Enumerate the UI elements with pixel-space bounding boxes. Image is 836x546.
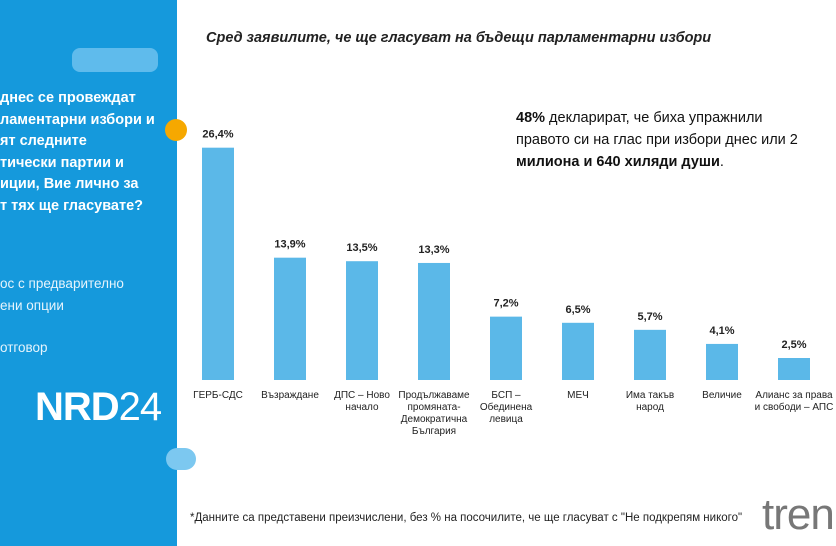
value-label: 2,5% xyxy=(781,339,806,351)
bar xyxy=(418,262,450,380)
bar xyxy=(778,358,810,380)
orange-dot xyxy=(165,119,187,141)
bar xyxy=(346,261,378,380)
survey-method: ос с предварително ени опции xyxy=(0,276,124,313)
value-label: 4,1% xyxy=(709,325,734,337)
bar xyxy=(634,329,666,380)
category-label: Величие xyxy=(702,390,742,401)
decorative-pill xyxy=(166,448,196,470)
bar xyxy=(490,316,522,380)
category-label: МЕЧ xyxy=(567,390,589,401)
value-label: 13,9% xyxy=(274,239,305,251)
category-label: БСП – xyxy=(491,390,521,401)
survey-question: днес се провеждат ламентарни избори и ят… xyxy=(0,90,155,214)
category-label: Продължаваме xyxy=(398,390,470,401)
category-label: и свободи – АПС xyxy=(755,401,834,413)
category-label: народ xyxy=(636,402,664,413)
decorative-tab xyxy=(72,48,158,72)
category-label: България xyxy=(412,426,456,437)
value-label: 7,2% xyxy=(493,298,518,310)
value-label: 13,5% xyxy=(346,242,377,254)
nrd24-logo: NRD24 xyxy=(35,385,162,429)
category-label: Има такъв xyxy=(626,390,674,401)
bar xyxy=(202,147,234,380)
value-label: 6,5% xyxy=(565,304,590,316)
category-label: начало xyxy=(345,402,379,413)
bar xyxy=(274,257,306,380)
bar xyxy=(706,343,738,380)
category-label: Демократична xyxy=(401,414,468,425)
chart-title: Сред заявилите, че ще гласуват на бъдещи… xyxy=(206,30,712,46)
category-label: Възраждане xyxy=(261,390,319,401)
left-panel xyxy=(0,0,177,546)
category-label: промяната- xyxy=(407,402,460,413)
chart-annotation: 48% декларират, че биха упражнили правот… xyxy=(516,110,798,170)
category-label: ДПС – Ново xyxy=(334,390,390,401)
trend-logo: tren xyxy=(762,490,835,539)
value-label: 13,3% xyxy=(418,244,449,256)
category-label: Обединена xyxy=(480,401,533,413)
category-label: Алианс за права xyxy=(755,390,833,401)
category-label: левица xyxy=(489,414,523,425)
footnote: *Данните са представени преизчислени, бе… xyxy=(190,512,743,524)
value-label: 5,7% xyxy=(637,311,662,323)
bar xyxy=(562,322,594,380)
value-label: 26,4% xyxy=(202,129,233,141)
survey-answer: отговор xyxy=(0,340,48,355)
category-label: ГЕРБ-СДС xyxy=(193,390,243,401)
